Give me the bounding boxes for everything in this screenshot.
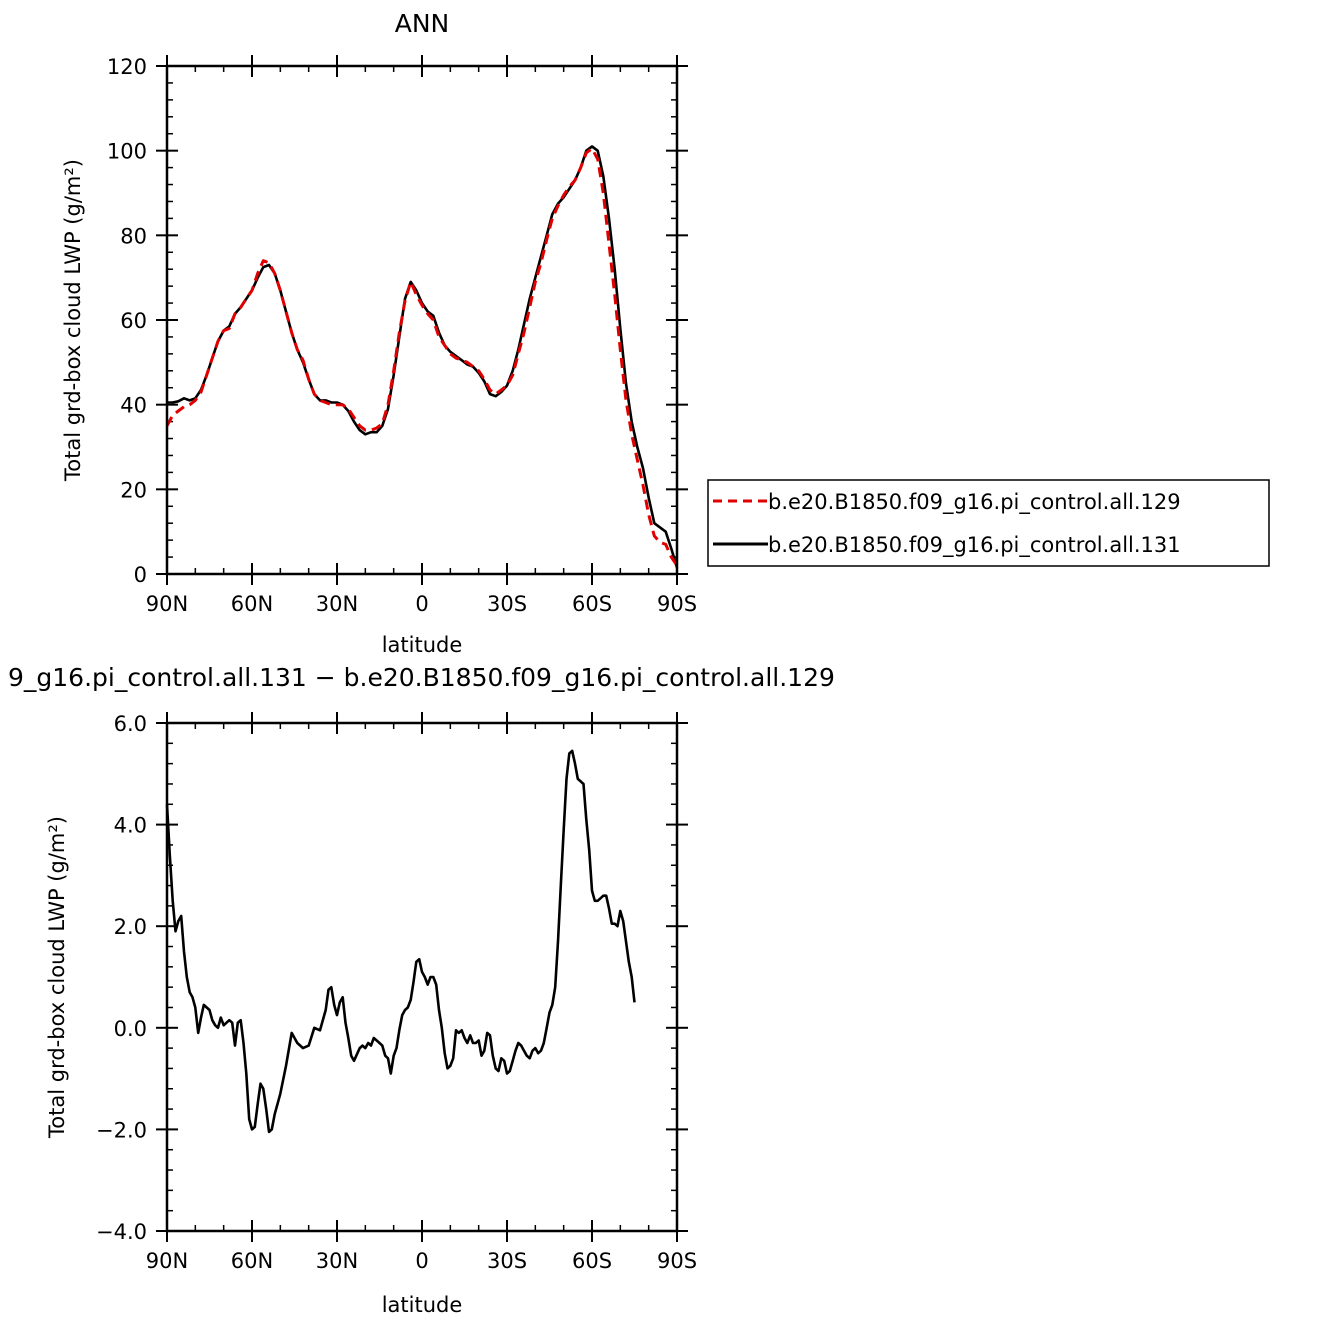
top-line-chart: ANN 90N 60N 30N 0 30S 60S 90S 0 20 40 60 80 100 120 l… [61, 9, 697, 657]
x-tick-label: 0 [415, 592, 428, 616]
x-tick-label: 30S [487, 1249, 527, 1273]
bottom-chart-ticks: 90N 60N 30N 0 30S 60S 90S −4.0 −2.0 0.0 2.0 4.0 6.0 [96, 712, 697, 1273]
top-chart-y-axis-title: Total grd-box cloud LWP (g/m²) [61, 159, 85, 482]
x-tick-label: 30S [487, 592, 527, 616]
x-tick-label: 60N [231, 1249, 273, 1273]
y-tick-label: 120 [107, 55, 147, 79]
bottom-chart-x-axis-title: latitude [382, 1293, 463, 1317]
top-chart-series [165, 145, 679, 568]
x-tick-label: 60S [572, 1249, 612, 1273]
x-tick-label: 30N [316, 592, 358, 616]
y-tick-label: 80 [120, 224, 147, 248]
y-tick-label: 20 [120, 478, 147, 502]
x-tick-label: 90N [146, 1249, 188, 1273]
y-tick-label: 40 [120, 394, 147, 418]
legend-label-131: b.e20.B1850.f09_g16.pi_control.all.131 [768, 533, 1181, 558]
top-chart-frame [165, 64, 679, 576]
y-tick-label: −4.0 [96, 1220, 147, 1244]
legend: b.e20.B1850.f09_g16.pi_control.all.129 b… [707, 479, 1270, 567]
top-chart-ticks: 90N 60N 30N 0 30S 60S 90S 0 20 40 60 80 100 120 [107, 55, 697, 616]
y-tick-label: 0 [134, 563, 147, 587]
x-tick-label: 90S [657, 1249, 697, 1273]
bottom-chart-title: 9_g16.pi_control.all.131 − b.e20.B1850.f… [8, 663, 835, 692]
y-tick-label: 0.0 [114, 1017, 147, 1041]
series-line-black-solid [165, 749, 636, 1134]
bottom-line-chart: 9_g16.pi_control.all.131 − b.e20.B1850.f… [8, 663, 835, 1317]
x-tick-label: 0 [415, 1249, 428, 1273]
legend-label-129: b.e20.B1850.f09_g16.pi_control.all.129 [768, 490, 1181, 515]
y-tick-label: −2.0 [96, 1118, 147, 1142]
x-tick-label: 60S [572, 592, 612, 616]
legend-box [707, 479, 1270, 567]
top-chart-x-axis-title: latitude [382, 633, 463, 657]
y-tick-label: 100 [107, 140, 147, 164]
x-tick-label: 30N [316, 1249, 358, 1273]
y-tick-label: 4.0 [114, 814, 147, 838]
bottom-chart-frame [165, 721, 679, 1233]
series-line-red-dashed [165, 147, 679, 567]
x-tick-label: 90S [657, 592, 697, 616]
bottom-chart-y-axis-title: Total grd-box cloud LWP (g/m²) [45, 816, 69, 1139]
series-line-black-solid [167, 145, 679, 568]
top-chart-title: ANN [395, 9, 450, 38]
y-tick-label: 6.0 [114, 712, 147, 736]
bottom-chart-series [165, 749, 636, 1134]
y-tick-label: 2.0 [114, 915, 147, 939]
x-tick-label: 90N [146, 592, 188, 616]
y-tick-label: 60 [120, 309, 147, 333]
x-tick-label: 60N [231, 592, 273, 616]
